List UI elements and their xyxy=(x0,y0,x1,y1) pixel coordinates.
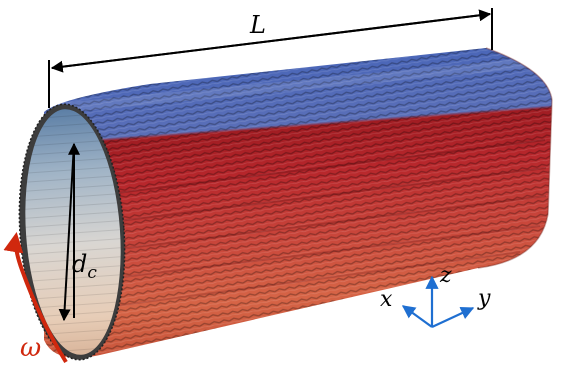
length-dimension: L xyxy=(48,8,493,108)
omega-label: ω xyxy=(20,333,41,363)
diameter-dimension: dc xyxy=(58,142,97,322)
diameter-label: dc xyxy=(72,250,97,283)
length-label: L xyxy=(249,11,266,39)
rotation-indicator: ω xyxy=(3,232,68,364)
x-axis-label: x xyxy=(380,287,393,312)
y-axis-label: y xyxy=(477,286,491,311)
coordinate-axes: z y x xyxy=(380,263,491,328)
x-axis xyxy=(401,305,433,328)
z-axis-label: z xyxy=(439,263,452,288)
y-axis xyxy=(431,307,475,328)
